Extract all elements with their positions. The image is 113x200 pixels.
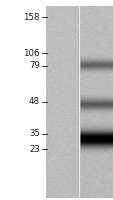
Text: 158: 158 <box>23 12 40 21</box>
Text: 35: 35 <box>29 130 40 138</box>
Text: 23: 23 <box>29 144 40 154</box>
Text: 79: 79 <box>29 62 40 71</box>
Text: 48: 48 <box>29 98 40 106</box>
Text: 106: 106 <box>23 48 40 58</box>
Bar <box>0 0 45 200</box>
